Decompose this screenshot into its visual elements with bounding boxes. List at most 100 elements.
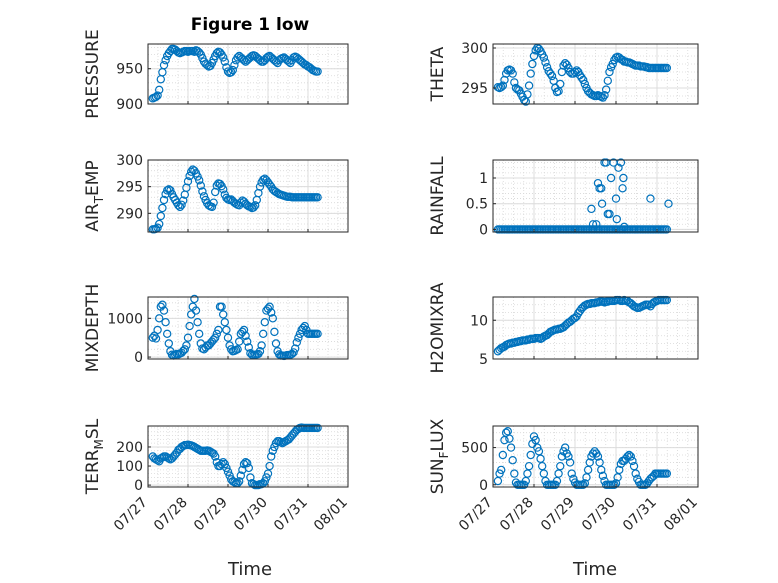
y-label-subscript: T: [92, 195, 106, 204]
y-tick-label: 200: [116, 440, 143, 456]
data-point: [579, 75, 588, 85]
data-point: [262, 473, 271, 482]
data-point: [242, 337, 252, 346]
data-point: [268, 314, 277, 323]
data-point: [592, 220, 601, 229]
y-axis-label: RAINFALL: [428, 156, 448, 236]
data-point: [615, 465, 624, 475]
data-point: [528, 59, 537, 69]
data-point: [259, 175, 268, 184]
axes-box: [147, 159, 349, 233]
data-point: [177, 200, 186, 209]
axes-box: [492, 159, 699, 233]
y-axis-label: SUNFLUX: [428, 418, 451, 494]
axes-box: [147, 43, 349, 105]
data-point: [313, 329, 322, 339]
y-tick-label: 100: [116, 459, 143, 475]
data-point: [618, 184, 627, 193]
data-point: [175, 202, 185, 212]
data-point: [265, 302, 274, 311]
y-tick-label: 500: [461, 441, 488, 457]
data-point: [616, 158, 626, 167]
data-point: [161, 317, 170, 327]
data-point: [220, 57, 229, 66]
data-point: [294, 333, 303, 342]
y-axis-label: H2OMIXRA: [428, 282, 448, 373]
data-point: [662, 469, 672, 478]
data-point: [612, 214, 622, 224]
data-point: [267, 308, 276, 317]
data-point: [234, 477, 244, 486]
data-point: [608, 59, 617, 69]
data-point: [162, 329, 172, 339]
data-point: [289, 348, 298, 357]
y-label-rest: SL: [83, 418, 103, 439]
y-tick-label: 290: [116, 206, 143, 222]
data-point: [249, 203, 258, 212]
data-point: [159, 306, 169, 315]
y-tick-label: 0.5: [466, 197, 488, 213]
data-point: [567, 469, 576, 478]
data-point: [551, 480, 560, 489]
data-point: [523, 90, 532, 99]
data-point: [183, 177, 193, 186]
data-point: [153, 325, 162, 335]
data-point: [241, 331, 250, 340]
data-point: [662, 63, 672, 73]
y-tick-label: 900: [116, 97, 143, 113]
data-point: [210, 333, 220, 342]
data-point: [626, 452, 635, 461]
y-label-subscript: M: [92, 439, 106, 449]
y-label-main: AIR: [83, 203, 103, 232]
y-axis-label: AIRTEMP: [83, 160, 106, 231]
data-point: [263, 469, 273, 478]
data-point: [212, 329, 221, 339]
subplot-1: 900 950 PRESSURE: [83, 29, 349, 119]
y-tick-label: 300: [461, 41, 488, 57]
data-point: [182, 341, 191, 350]
data-point: [228, 65, 237, 75]
data-point: [178, 196, 188, 205]
data-point: [164, 454, 173, 463]
axes-box: [147, 425, 349, 488]
data-point: [505, 434, 514, 443]
data-point: [250, 201, 260, 210]
data-point: [209, 198, 218, 207]
data-point: [239, 325, 249, 335]
data-point: [559, 61, 568, 70]
data-point: [508, 456, 517, 465]
data-point: [565, 458, 575, 467]
data-point: [193, 317, 202, 327]
data-point: [495, 469, 504, 478]
data-point: [292, 338, 301, 347]
data-point: [190, 294, 199, 304]
y-tick-label: 5: [479, 352, 488, 368]
data-point: [524, 461, 534, 471]
data-point: [533, 443, 542, 452]
data-point: [191, 306, 201, 315]
data-point: [174, 201, 183, 210]
data-point: [598, 93, 608, 102]
data-point: [242, 458, 252, 468]
data-point: [198, 187, 207, 196]
data-point: [156, 211, 165, 221]
data-point: [662, 225, 672, 234]
data-point: [154, 314, 164, 323]
subplot-2: 295 300 THETA: [428, 41, 699, 106]
y-axis-label: THETA: [428, 46, 448, 102]
axes-box: [492, 425, 699, 488]
data-point: [233, 345, 242, 354]
data-point: [265, 461, 274, 471]
data-point: [220, 317, 229, 327]
subplot-6: 5 10 H2OMIXRA: [428, 282, 699, 374]
data-point: [223, 333, 233, 342]
data-point: [313, 423, 322, 433]
data-point: [631, 469, 640, 478]
data-point: [529, 432, 539, 441]
data-point: [166, 186, 175, 195]
data-point: [603, 76, 613, 86]
data-point: [194, 176, 204, 185]
data-point: [193, 172, 202, 181]
data-point: [610, 480, 619, 489]
